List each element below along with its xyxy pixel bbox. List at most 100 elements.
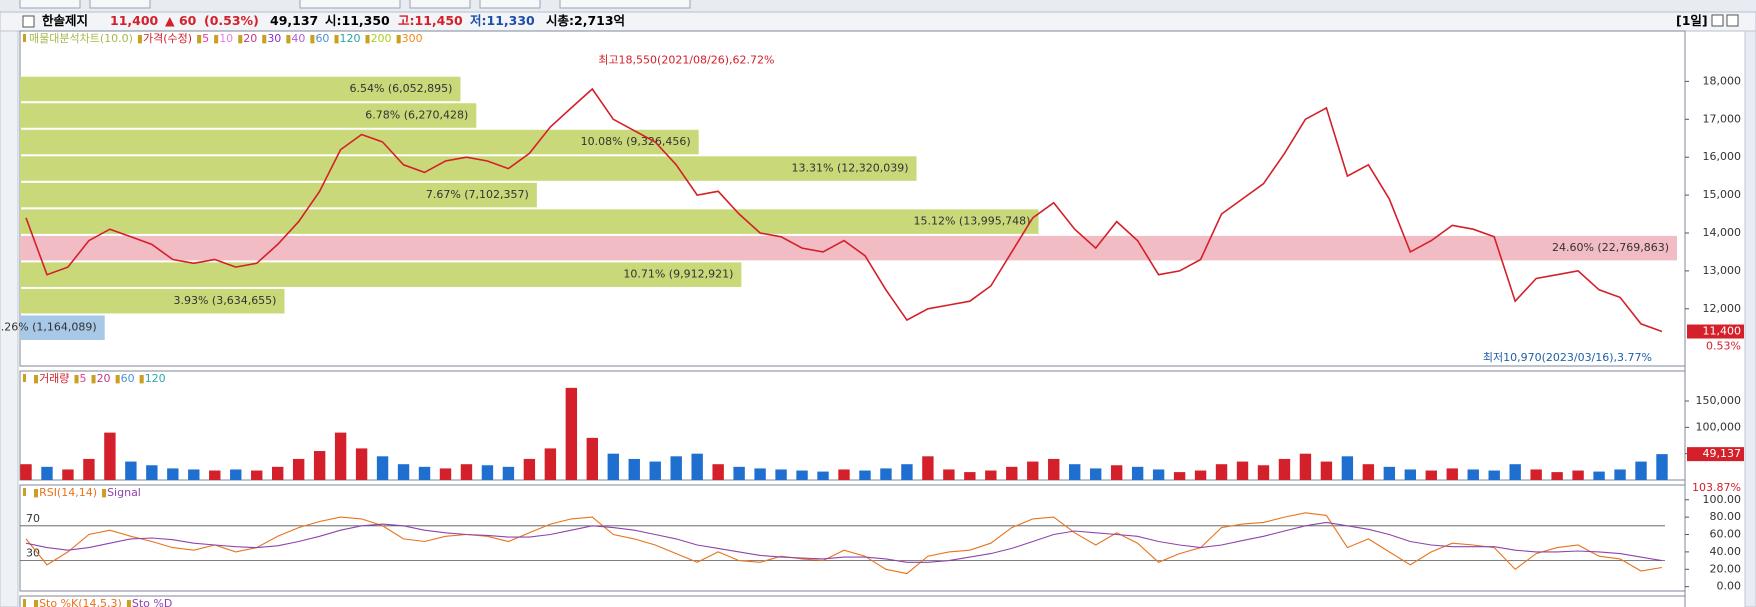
volume-bar <box>1236 461 1249 480</box>
legend-marker: ▮ <box>115 372 121 385</box>
volume-bar <box>523 458 536 480</box>
volume-bar <box>41 466 53 480</box>
volume-bar <box>1215 464 1228 480</box>
volume-bar <box>1048 458 1060 480</box>
volume-bar <box>376 456 389 480</box>
legend-entry: 120 <box>145 372 166 385</box>
legend-entry: Signal <box>107 486 141 499</box>
period[interactable]: [1일] <box>1676 13 1708 28</box>
volume-bar <box>754 468 766 480</box>
toolbar-button[interactable] <box>299 0 401 9</box>
current-change: 0.53% <box>1706 340 1741 353</box>
annotation: 최고18,550(2021/08/26),62.72% <box>598 54 774 67</box>
volume-profile-label: 1.26% (1,164,089) <box>0 321 97 334</box>
volume-bar <box>733 466 745 480</box>
volume-profile-bar <box>20 182 537 208</box>
volume-bar <box>230 469 242 480</box>
volume-profile-bar <box>20 156 917 181</box>
legend-entry: 200 <box>371 32 392 45</box>
legend-marker: ▮ <box>101 486 107 499</box>
legend-entry: 10 <box>219 32 233 45</box>
legend-marker: ▮ <box>139 372 145 385</box>
legend-entry: 5 <box>202 32 209 45</box>
volume-bar <box>20 464 32 480</box>
volume-bar <box>838 469 850 480</box>
legend-marker: ▮ <box>309 32 315 45</box>
toolbar-button[interactable] <box>479 0 541 9</box>
legend-entry: 가격(수정) <box>143 32 192 45</box>
legend-marker: ▮ <box>33 372 39 385</box>
volume-bar <box>439 468 452 480</box>
series-line <box>25 87 1663 333</box>
checkbox[interactable] <box>22 15 35 28</box>
y-tick-label: 60.00 <box>1710 528 1742 541</box>
volume-bar <box>1593 471 1605 480</box>
left-scrollbar[interactable] <box>0 30 19 607</box>
legend-entry: 30 <box>267 32 281 45</box>
legend-entry: 20 <box>97 372 111 385</box>
volume-bar <box>1278 458 1291 480</box>
legend-entry: Sto %K(14,5,3) <box>39 597 122 607</box>
legend-entry: 300 <box>402 32 423 45</box>
window-button[interactable] <box>1726 14 1739 27</box>
legend-marker: ▮ <box>137 32 143 45</box>
y-tick-label: 80.00 <box>1710 510 1742 523</box>
volume-bar <box>1194 470 1207 480</box>
series-line <box>25 512 1663 575</box>
volume-profile-bar <box>20 76 461 102</box>
volume-profile-label: 24.60% (22,769,863) <box>1552 241 1669 254</box>
volume-bar <box>1027 461 1039 480</box>
toolbar-buttons <box>19 0 691 9</box>
volume-bar <box>1152 469 1165 480</box>
legend-marker: ▮ <box>237 32 243 45</box>
current-tag <box>1687 447 1744 462</box>
change-pct: (0.53%) <box>204 13 259 28</box>
volume-bar <box>1530 469 1542 480</box>
volume-bar <box>1131 466 1144 480</box>
volume-profile-label: 3.93% (3,634,655) <box>173 294 276 307</box>
y-tick-label: 16,000 <box>1703 150 1742 163</box>
right-toolbar[interactable] <box>1744 30 1756 607</box>
volume-bar <box>1509 464 1521 480</box>
volume-bar <box>104 432 116 480</box>
volume-profile-bar <box>20 209 1039 234</box>
legend: ▮RSI(14,14) ▮Signal <box>33 486 141 499</box>
legend-entry: RSI(14,14) <box>39 486 97 499</box>
legend-entry: 40 <box>291 32 305 45</box>
header-bar <box>0 11 1756 32</box>
volume-bar <box>1635 461 1647 480</box>
legend-entry: 60 <box>315 32 329 45</box>
volume-bar <box>859 470 871 480</box>
y-tick-label: 17,000 <box>1703 112 1742 125</box>
volume-bar <box>1425 470 1437 480</box>
volume-bar <box>313 451 326 480</box>
legend-entry: Sto %D <box>132 597 172 607</box>
y-tick-label: 40.00 <box>1710 545 1742 558</box>
legend-marker: ▮ <box>261 32 267 45</box>
toolbar-button[interactable] <box>19 0 81 9</box>
window-button[interactable] <box>1711 14 1724 27</box>
series-line <box>25 521 1663 563</box>
y-tick-label: 150,000 <box>1696 394 1742 407</box>
volume-bar <box>922 456 934 480</box>
volume-bar <box>565 387 578 480</box>
volume-bar <box>880 468 892 480</box>
volume-profile-bar <box>20 129 699 155</box>
volume-profile-label: 15.12% (13,995,748) <box>913 215 1030 228</box>
y-tick-label: 13,000 <box>1703 264 1742 277</box>
current-label: 11,400 <box>1703 325 1742 338</box>
y-tick-label: 12,000 <box>1703 302 1742 315</box>
toolbar-button[interactable] <box>89 0 151 9</box>
legend-marker: ▮ <box>33 486 39 499</box>
legend-entry: 60 <box>121 372 135 385</box>
toolbar-button[interactable] <box>559 0 691 9</box>
toolbar-button[interactable] <box>409 0 471 9</box>
reference-label: 30 <box>26 547 40 560</box>
legend: 매물대분석차트(10.0) ▮가격(수정) ▮5 ▮10 ▮20 ▮30 ▮40 ▮60 ▮12… <box>29 32 423 45</box>
volume-bar <box>188 469 200 480</box>
legend-marker: ▮ <box>365 32 371 45</box>
volume-bar <box>418 466 431 480</box>
volume-bar <box>251 470 263 480</box>
volume-bar <box>670 456 682 480</box>
volume-bar <box>209 470 221 480</box>
